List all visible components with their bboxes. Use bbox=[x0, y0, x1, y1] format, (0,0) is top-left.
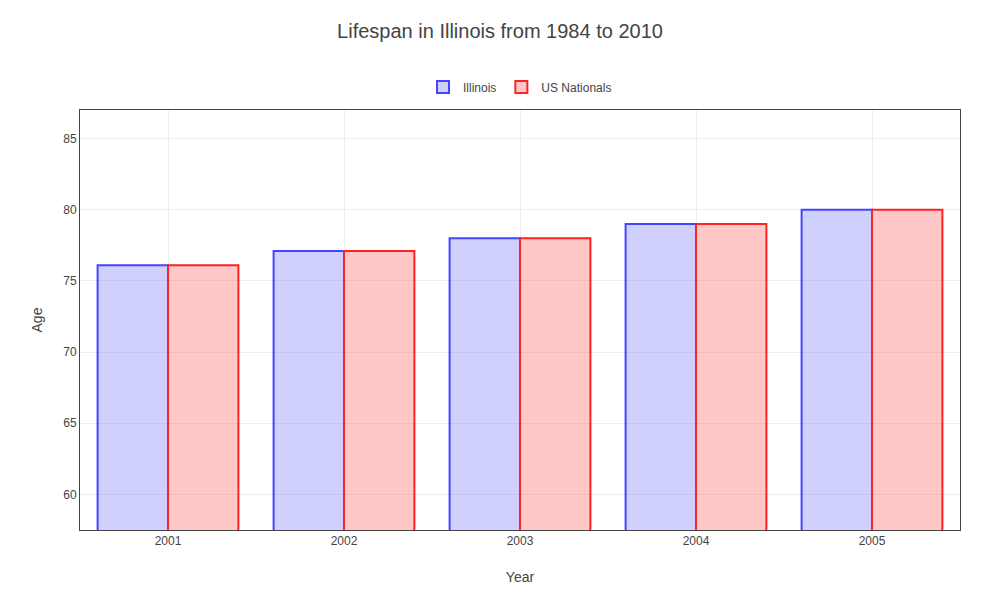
svg-text:Lifespan in Illinois from 1984: Lifespan in Illinois from 1984 to 2010 bbox=[337, 20, 663, 42]
svg-text:US Nationals: US Nationals bbox=[541, 81, 611, 95]
svg-text:2002: 2002 bbox=[331, 534, 358, 548]
svg-text:85: 85 bbox=[63, 132, 77, 146]
svg-text:Illinois: Illinois bbox=[463, 81, 496, 95]
svg-text:2004: 2004 bbox=[683, 534, 710, 548]
svg-text:2005: 2005 bbox=[859, 534, 886, 548]
svg-text:2001: 2001 bbox=[155, 534, 182, 548]
svg-text:Year: Year bbox=[506, 569, 535, 585]
svg-text:60: 60 bbox=[63, 488, 77, 502]
svg-text:Age: Age bbox=[29, 307, 45, 332]
svg-text:70: 70 bbox=[63, 345, 77, 359]
svg-text:75: 75 bbox=[63, 274, 77, 288]
svg-text:65: 65 bbox=[63, 416, 77, 430]
svg-text:80: 80 bbox=[63, 203, 77, 217]
svg-text:2003: 2003 bbox=[507, 534, 534, 548]
